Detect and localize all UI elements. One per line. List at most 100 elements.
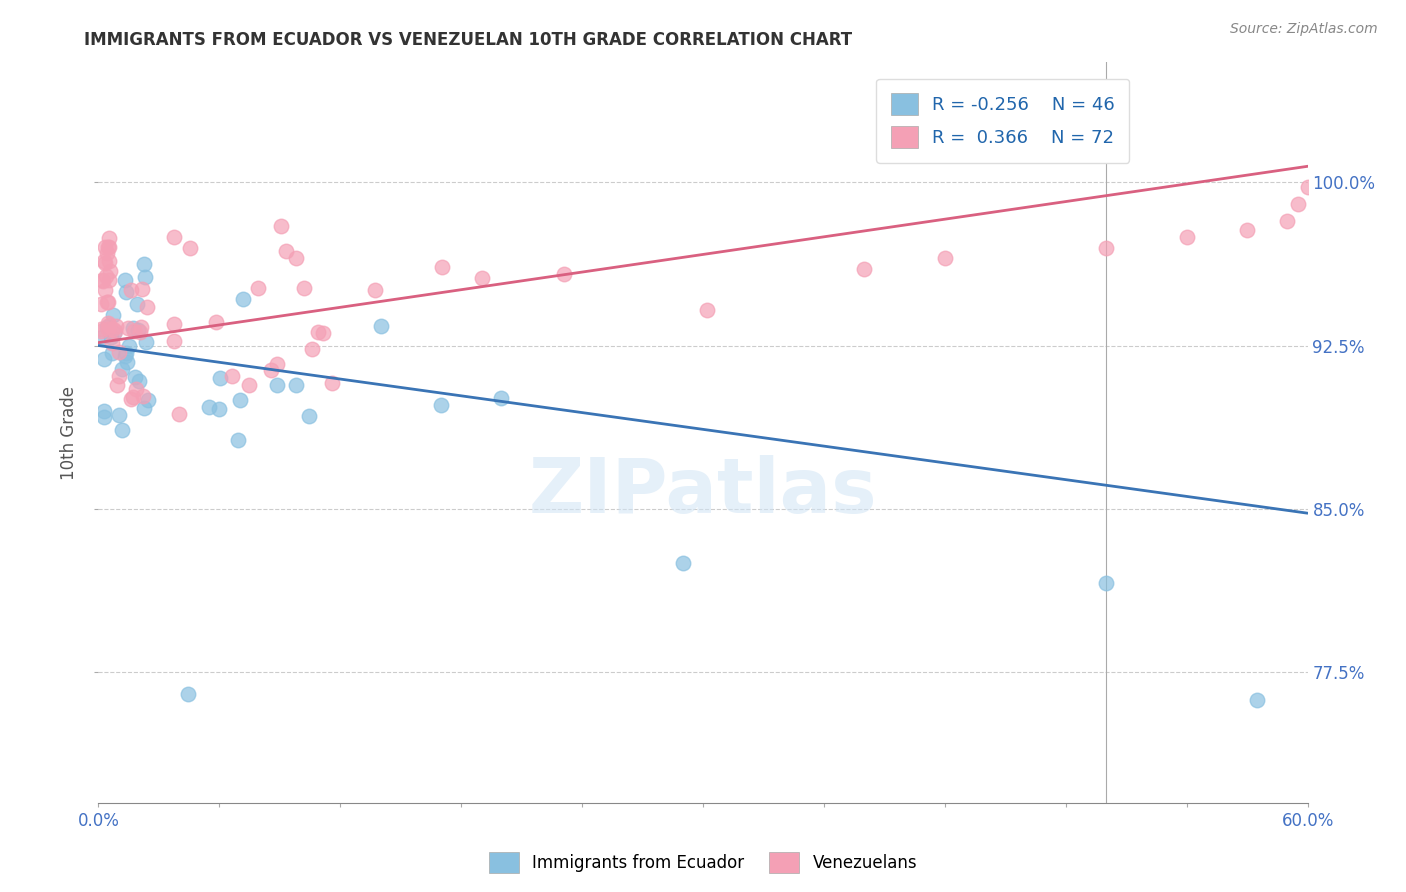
Point (96, 320, 118, 334)
Point (204, 315, 226, 329)
Point (491, 391, 513, 405)
Point (163, 334, 186, 348)
Point (853, 262, 876, 277)
Point (121, 390, 143, 404)
Point (93, 240, 115, 254)
Point (115, 354, 138, 368)
Point (114, 349, 136, 363)
Point (1236, 223, 1258, 237)
Text: ZIPatlas: ZIPatlas (529, 455, 877, 529)
Point (311, 326, 333, 340)
Point (553, 267, 575, 281)
Point (127, 323, 149, 337)
Point (285, 252, 308, 266)
Point (209, 370, 232, 384)
Point (232, 292, 254, 306)
Point (97, 322, 120, 336)
Point (98, 253, 121, 268)
Point (266, 378, 288, 392)
Point (100, 329, 122, 343)
Text: IMMIGRANTS FROM ECUADOR VS VENEZUELAN 10TH GRADE CORRELATION CHART: IMMIGRANTS FROM ECUADOR VS VENEZUELAN 10… (84, 31, 852, 49)
Point (122, 325, 145, 339)
Point (321, 376, 343, 391)
Point (125, 297, 148, 311)
Point (96, 268, 118, 283)
Point (108, 344, 131, 359)
Point (101, 322, 124, 336)
Point (97, 272, 120, 286)
Point (238, 377, 260, 392)
Point (97, 231, 120, 245)
Point (120, 392, 142, 406)
Point (100, 345, 122, 359)
Point (136, 392, 159, 407)
Point (111, 423, 134, 437)
Point (128, 374, 150, 388)
Point (298, 409, 321, 424)
Point (135, 301, 157, 315)
Point (163, 229, 186, 244)
Point (98, 264, 121, 278)
Point (134, 257, 156, 271)
Point (90, 329, 112, 343)
Point (1277, 214, 1299, 228)
Point (1296, 179, 1319, 194)
Point (301, 343, 323, 357)
Point (163, 317, 186, 331)
Point (114, 273, 136, 287)
Point (1095, 575, 1118, 590)
Point (115, 285, 138, 300)
Point (122, 321, 145, 335)
Point (90, 297, 112, 311)
Point (93, 352, 115, 367)
Point (307, 325, 329, 339)
Point (229, 393, 252, 408)
Point (93, 404, 115, 418)
Point (111, 362, 134, 376)
Point (292, 281, 315, 295)
Point (120, 283, 142, 297)
Point (370, 319, 392, 334)
Point (93, 253, 115, 268)
Point (270, 219, 292, 233)
Point (471, 271, 494, 285)
Point (284, 378, 307, 392)
Point (103, 326, 125, 340)
Point (124, 369, 146, 384)
Point (101, 336, 124, 351)
Point (103, 308, 125, 322)
Legend: R = -0.256    N = 46, R =  0.366    N = 72: R = -0.256 N = 46, R = 0.366 N = 72 (876, 78, 1129, 162)
Point (93, 409, 115, 424)
Point (260, 363, 283, 377)
Point (135, 335, 157, 350)
Point (696, 302, 718, 317)
Point (90, 324, 112, 338)
Point (91, 275, 114, 289)
Point (1175, 229, 1198, 244)
Point (90, 273, 112, 287)
Point (131, 282, 153, 296)
Point (208, 402, 231, 417)
Point (129, 320, 152, 334)
Point (134, 270, 156, 285)
Point (97, 318, 120, 332)
Point (118, 339, 141, 353)
Point (104, 319, 127, 334)
Point (97, 316, 120, 330)
Point (94, 283, 117, 297)
Point (934, 252, 956, 266)
Point (672, 556, 695, 570)
Text: Source: ZipAtlas.com: Source: ZipAtlas.com (1230, 22, 1378, 37)
Point (430, 260, 453, 275)
Point (221, 369, 243, 384)
Point (96, 295, 118, 310)
Point (177, 687, 200, 701)
Point (430, 398, 453, 412)
Point (89, 322, 111, 336)
Legend: Immigrants from Ecuador, Venezuelans: Immigrants from Ecuador, Venezuelans (482, 846, 924, 880)
Point (198, 401, 221, 415)
Point (108, 368, 131, 383)
Point (179, 240, 201, 255)
Point (129, 326, 152, 340)
Point (364, 283, 387, 297)
